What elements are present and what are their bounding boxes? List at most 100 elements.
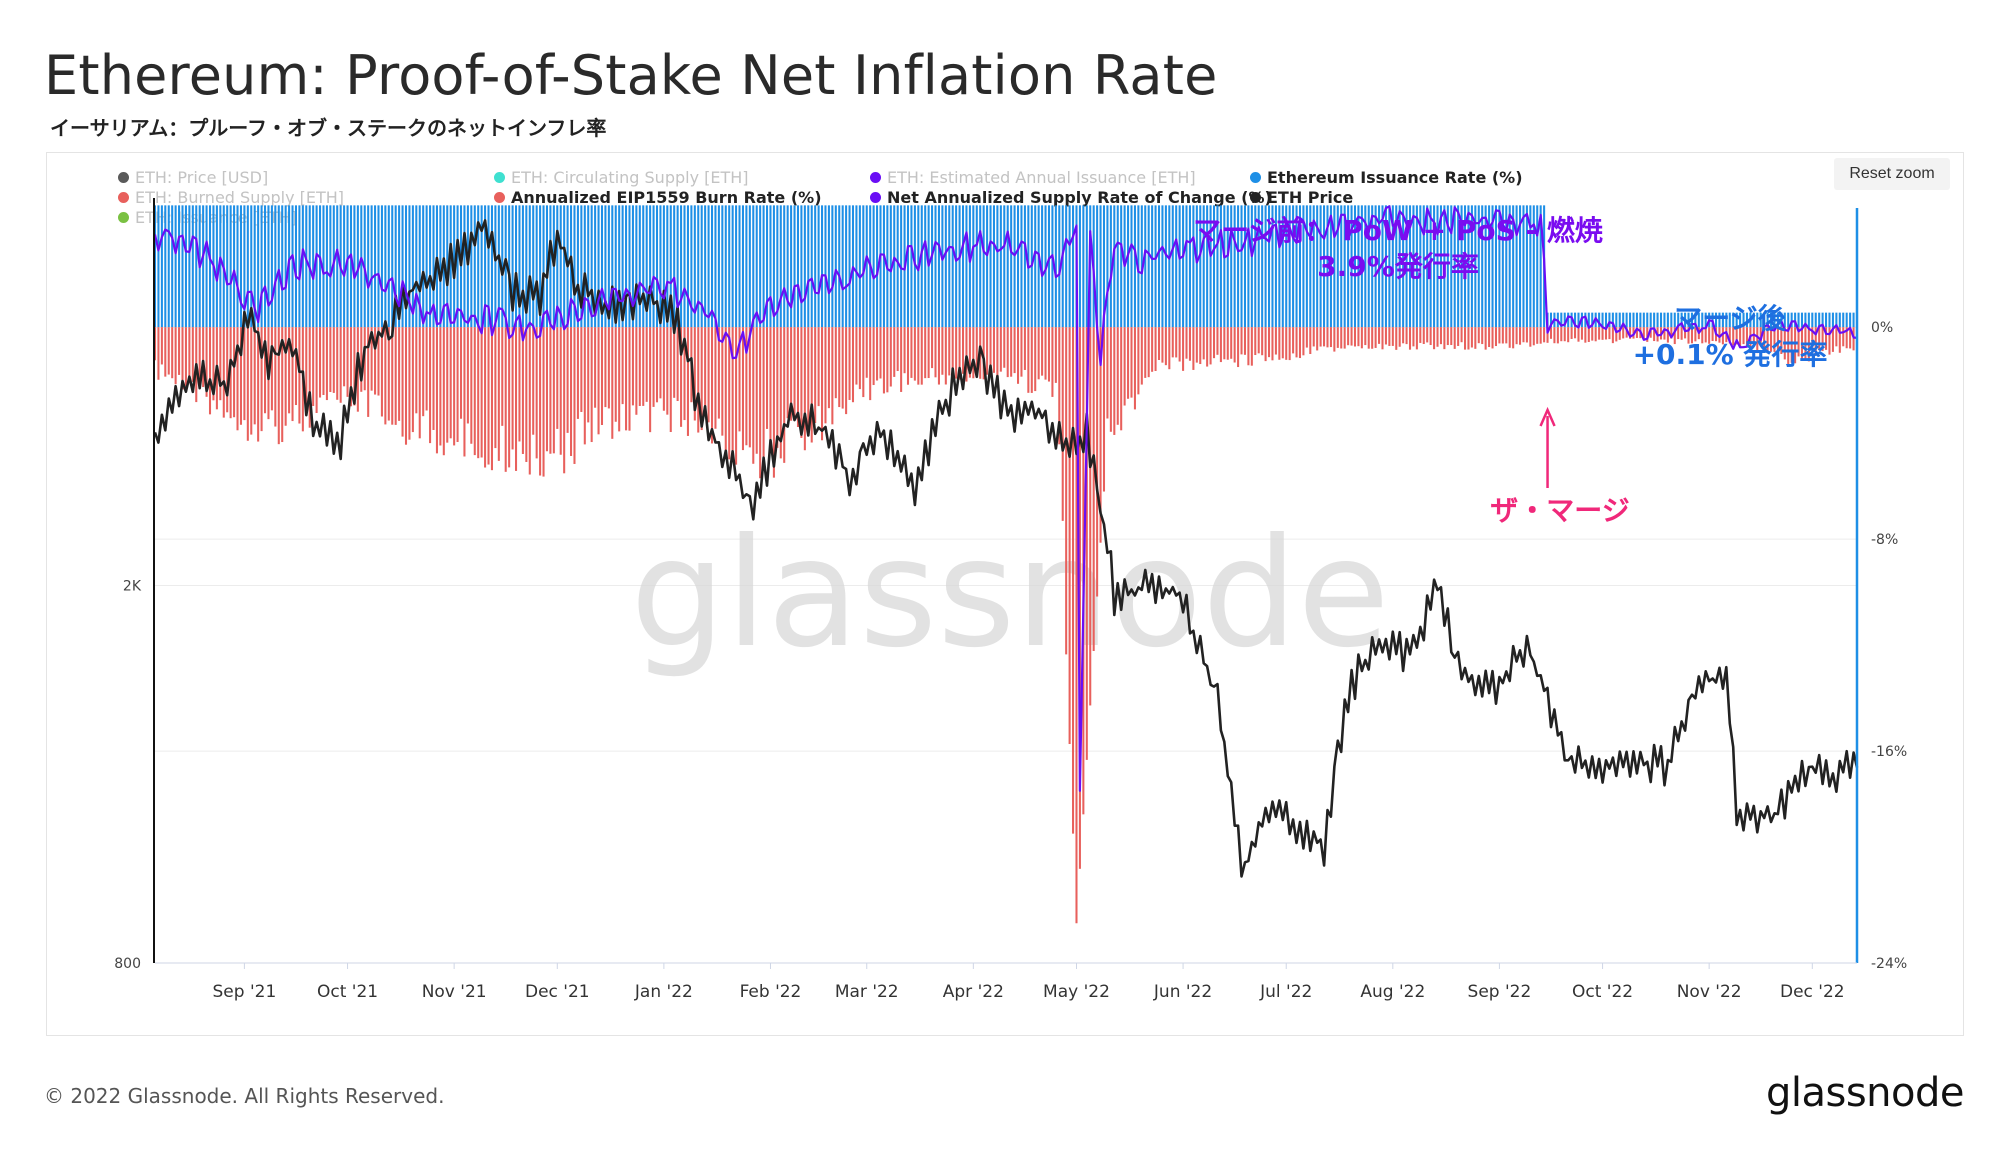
burn-bar xyxy=(896,327,899,372)
legend-item[interactable]: Ethereum Issuance Rate (%) xyxy=(1250,168,1523,187)
legend-item[interactable]: Annualized EIP1559 Burn Rate (%) xyxy=(494,188,822,207)
burn-bar xyxy=(1838,327,1841,353)
burn-bar xyxy=(1412,327,1415,347)
issuance-bar xyxy=(604,205,607,328)
burn-bar xyxy=(1102,327,1106,492)
legend-item[interactable]: ETH: Burned Supply [ETH] xyxy=(118,188,344,207)
legend-item[interactable]: Net Annualized Supply Rate of Change (%) xyxy=(870,188,1272,207)
burn-bar xyxy=(1237,327,1240,368)
burn-bar xyxy=(394,327,397,425)
issuance-bar xyxy=(1515,205,1518,328)
issuance-bar xyxy=(1512,205,1515,328)
burn-bar xyxy=(1429,327,1432,346)
burn-bar xyxy=(1433,327,1436,350)
issuance-bar xyxy=(803,205,806,328)
burn-bar xyxy=(1649,327,1652,338)
issuance-bar xyxy=(1017,205,1020,328)
issuance-bar xyxy=(418,205,421,328)
issuance-bar xyxy=(1446,205,1449,328)
burn-bar xyxy=(762,327,765,465)
burn-bar xyxy=(264,327,267,414)
burn-bar xyxy=(188,327,191,377)
burn-bar xyxy=(1728,327,1731,344)
issuance-bar xyxy=(1250,205,1253,328)
issuance-bar xyxy=(865,205,868,328)
burn-bar xyxy=(1188,327,1191,361)
burn-bar xyxy=(1663,327,1666,340)
issuance-bar xyxy=(1629,312,1632,328)
issuance-bar xyxy=(697,205,700,328)
burn-bar xyxy=(611,327,614,439)
burn-bar xyxy=(1787,327,1790,366)
burn-bar xyxy=(944,327,947,385)
burn-bar xyxy=(917,327,920,385)
legend-item[interactable]: ETH Price xyxy=(1250,188,1353,207)
burn-bar xyxy=(167,327,170,375)
legend-item[interactable]: ETH: Estimated Annual Issuance [ETH] xyxy=(870,168,1196,187)
issuance-bar xyxy=(1041,205,1044,328)
burn-bar xyxy=(1546,327,1549,343)
issuance-bar xyxy=(889,205,892,328)
burn-bar xyxy=(1367,327,1370,349)
issuance-bar xyxy=(649,205,652,328)
burn-bar xyxy=(1481,327,1484,345)
issuance-bar xyxy=(1756,312,1759,328)
legend-dot-icon xyxy=(118,212,129,223)
burn-bar xyxy=(576,327,579,419)
issuance-bar xyxy=(1254,205,1257,328)
burn-bar xyxy=(1353,327,1357,347)
burn-bar xyxy=(1274,327,1277,355)
burn-bar xyxy=(1501,327,1504,344)
issuance-bar xyxy=(1814,312,1817,328)
issuance-bar xyxy=(1353,205,1357,328)
legend-item[interactable]: ETH: Price [USD] xyxy=(118,168,268,187)
issuance-bar xyxy=(160,205,163,328)
issuance-bar xyxy=(1721,312,1724,328)
legend-item[interactable]: ETH: Circulating Supply [ETH] xyxy=(494,168,749,187)
burn-bar xyxy=(463,327,466,457)
burn-bar xyxy=(184,327,187,386)
burn-bar xyxy=(604,327,607,408)
issuance-bar xyxy=(1037,205,1040,328)
burn-bar xyxy=(1195,327,1198,363)
burn-bar xyxy=(1776,327,1779,353)
burn-bar xyxy=(965,327,968,382)
burn-bar xyxy=(1206,327,1209,367)
issuance-bar xyxy=(1567,312,1570,328)
burn-bar xyxy=(1690,327,1693,344)
burn-bar xyxy=(466,327,469,424)
issuance-bar xyxy=(267,205,270,328)
issuance-bar xyxy=(1673,312,1676,328)
issuance-bar xyxy=(236,205,239,328)
burn-bar xyxy=(391,327,394,425)
issuance-bar xyxy=(576,205,579,328)
issuance-bar xyxy=(1718,312,1721,328)
burn-bar xyxy=(212,327,215,401)
burn-bar xyxy=(724,327,727,454)
issuance-bar xyxy=(759,205,762,328)
burn-bar xyxy=(566,327,569,433)
issuance-bar xyxy=(1697,312,1700,328)
issuance-bar xyxy=(1109,205,1112,328)
burn-bar xyxy=(655,327,659,403)
issuance-bar xyxy=(738,205,741,328)
burn-bar xyxy=(1278,327,1281,360)
reset-zoom-button[interactable]: Reset zoom xyxy=(1834,158,1950,190)
burn-bar xyxy=(817,327,820,407)
issuance-bar xyxy=(1329,205,1332,328)
issuance-bar xyxy=(1821,312,1824,328)
issuance-bar xyxy=(250,205,253,328)
issuance-bar xyxy=(408,205,411,328)
issuance-bar xyxy=(521,205,524,328)
burn-bar xyxy=(1013,327,1016,374)
issuance-bar xyxy=(1106,205,1109,328)
burn-bar xyxy=(1250,327,1253,366)
burn-bar xyxy=(1718,327,1721,343)
burn-bar xyxy=(1305,327,1308,348)
issuance-bar xyxy=(1161,205,1164,328)
burn-bar xyxy=(1185,327,1188,359)
y-left-tick-label: 800 xyxy=(114,956,141,972)
issuance-bar xyxy=(1680,312,1683,328)
burn-bar xyxy=(996,327,999,380)
